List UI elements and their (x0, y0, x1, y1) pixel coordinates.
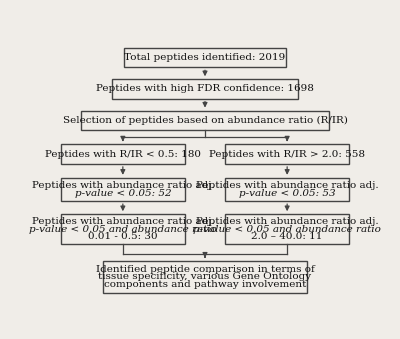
FancyBboxPatch shape (81, 111, 329, 130)
Text: Identified peptide comparison in terms of: Identified peptide comparison in terms o… (96, 264, 314, 274)
Text: Peptides with abundance ratio adj.: Peptides with abundance ratio adj. (196, 217, 378, 226)
Text: Selection of peptides based on abundance ratio (R/IR): Selection of peptides based on abundance… (62, 116, 348, 125)
Text: p-value < 0.05 and abundance ratio: p-value < 0.05 and abundance ratio (29, 225, 217, 234)
Text: tissue specificity, various Gene Ontology: tissue specificity, various Gene Ontolog… (98, 273, 312, 281)
FancyBboxPatch shape (225, 144, 349, 164)
FancyBboxPatch shape (103, 261, 307, 293)
FancyBboxPatch shape (112, 79, 298, 99)
Text: 0.01 - 0.5: 30: 0.01 - 0.5: 30 (88, 233, 158, 241)
Text: p-value < 0.05 and abundance ratio: p-value < 0.05 and abundance ratio (193, 225, 381, 234)
Text: p-value < 0.05: 53: p-value < 0.05: 53 (239, 189, 336, 198)
Text: components and pathway involvement: components and pathway involvement (104, 280, 306, 289)
Text: Peptides with abundance ratio adj.: Peptides with abundance ratio adj. (32, 181, 214, 190)
FancyBboxPatch shape (61, 214, 185, 244)
Text: p-value < 0.05: 52: p-value < 0.05: 52 (74, 189, 171, 198)
FancyBboxPatch shape (61, 144, 185, 164)
FancyBboxPatch shape (225, 214, 349, 244)
FancyBboxPatch shape (61, 178, 185, 201)
Text: Total peptides identified: 2019: Total peptides identified: 2019 (124, 53, 286, 62)
Text: Peptides with abundance ratio adj.: Peptides with abundance ratio adj. (196, 181, 378, 190)
FancyBboxPatch shape (225, 178, 349, 201)
Text: 2.0 – 40.0: 11: 2.0 – 40.0: 11 (252, 233, 323, 241)
Text: Peptides with R/IR > 2.0: 558: Peptides with R/IR > 2.0: 558 (209, 150, 365, 159)
FancyBboxPatch shape (124, 48, 286, 67)
Text: Peptides with R/IR < 0.5: 180: Peptides with R/IR < 0.5: 180 (45, 150, 201, 159)
Text: Peptides with abundance ratio adj.: Peptides with abundance ratio adj. (32, 217, 214, 226)
Text: Peptides with high FDR confidence: 1698: Peptides with high FDR confidence: 1698 (96, 84, 314, 94)
